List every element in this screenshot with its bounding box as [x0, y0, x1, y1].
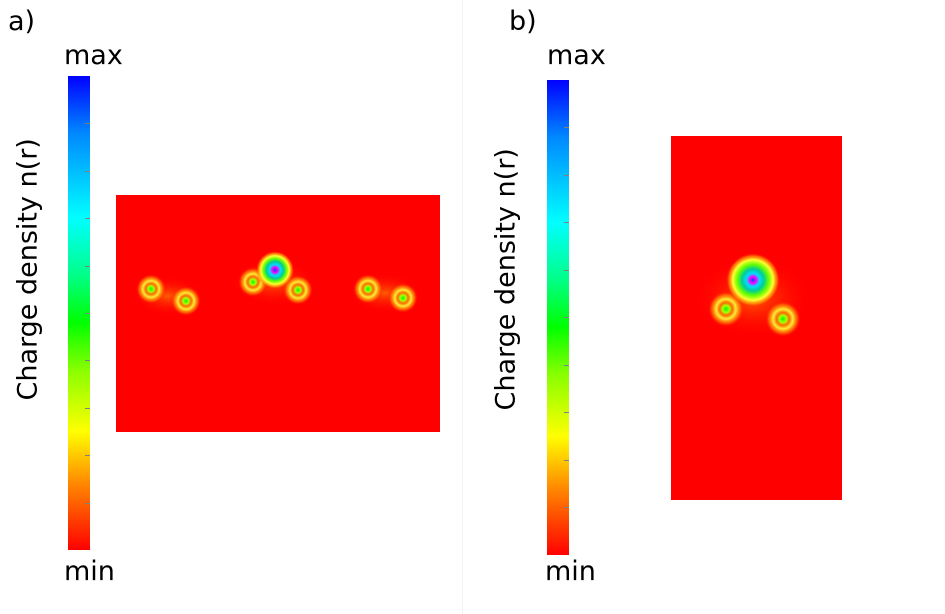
atom-density-peak-large — [256, 251, 294, 289]
colorbar-tick — [85, 266, 90, 267]
atom-density-peak — [283, 275, 313, 305]
panel-divider — [462, 0, 463, 614]
colorbar-tick — [85, 218, 90, 219]
colorbar-tick — [564, 175, 569, 176]
colorbar-min-label: min — [545, 556, 596, 587]
charge-density-map — [116, 195, 440, 432]
colorbar-max-label: max — [547, 40, 606, 71]
colorbar-tick — [564, 222, 569, 223]
colorbar — [547, 80, 569, 555]
colorbar-tick — [85, 408, 90, 409]
colorbar-tick — [564, 507, 569, 508]
colorbar-tick — [85, 123, 90, 124]
colorbar-tick — [564, 127, 569, 128]
panel-label: a) — [8, 6, 36, 37]
atom-density-peak — [765, 301, 801, 337]
atom-density-peak — [388, 283, 418, 313]
panel-b: b) max min Charge density n(r) — [463, 0, 945, 614]
atom-density-peak — [136, 274, 166, 304]
colorbar — [68, 76, 90, 550]
colorbar-tick — [85, 313, 90, 314]
colorbar-tick — [564, 270, 569, 271]
colorbar-tick — [85, 171, 90, 172]
charge-density-map — [671, 136, 842, 500]
atom-density-peak-large — [726, 253, 780, 307]
colorbar-tick — [564, 365, 569, 366]
atom-density-peak — [353, 274, 383, 304]
colorbar-tick — [85, 455, 90, 456]
colorbar-title: Charge density n(r) — [490, 148, 522, 411]
colorbar-max-label: max — [64, 40, 123, 71]
colorbar-title: Charge density n(r) — [12, 138, 44, 401]
colorbar-tick — [564, 412, 569, 413]
colorbar-tick — [85, 503, 90, 504]
colorbar-tick — [85, 360, 90, 361]
colorbar-min-label: min — [64, 556, 115, 587]
colorbar-tick — [564, 317, 569, 318]
atom-density-peak — [171, 286, 201, 316]
colorbar-tick — [564, 460, 569, 461]
panel-a: a) max min Charge density n(r) — [0, 0, 462, 614]
panel-label: b) — [509, 6, 537, 37]
